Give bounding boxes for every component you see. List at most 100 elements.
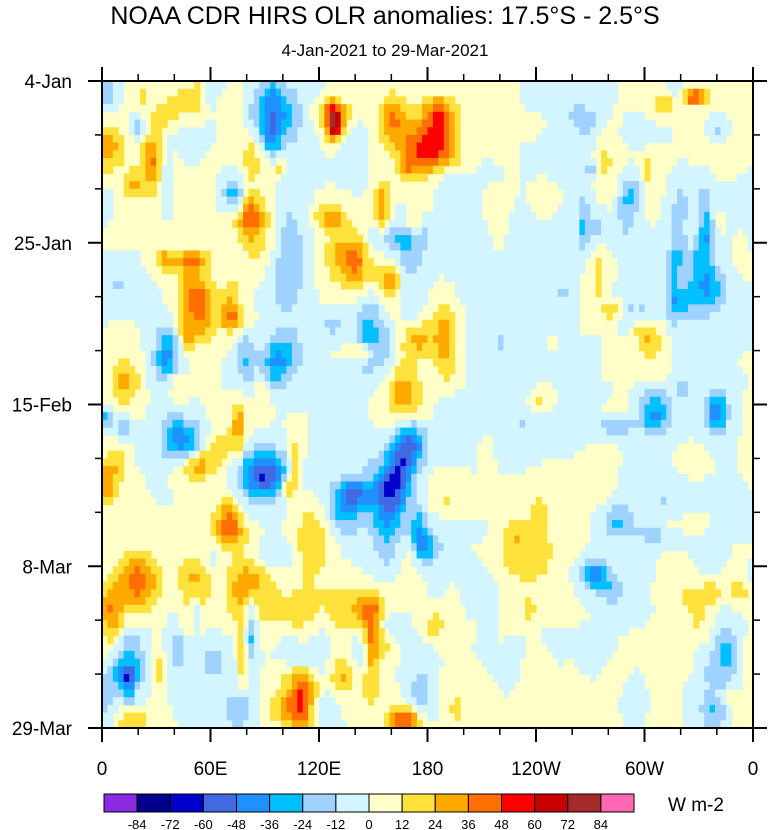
anomaly-cell	[123, 181, 130, 190]
anomaly-cell	[329, 327, 336, 336]
colorbar-tick-label: -48	[227, 817, 246, 830]
anomaly-cell	[118, 142, 125, 151]
anomaly-cell	[248, 704, 260, 714]
anomaly-cell	[324, 250, 336, 259]
anomaly-cell	[362, 335, 380, 344]
anomaly-cell	[107, 635, 114, 644]
anomaly-cell	[671, 273, 678, 282]
anomaly-cell	[405, 473, 412, 483]
anomaly-cell	[161, 188, 174, 198]
anomaly-cell	[671, 419, 705, 429]
anomaly-cell	[595, 258, 602, 267]
anomaly-cell	[243, 373, 255, 382]
anomaly-cell	[302, 235, 315, 244]
anomaly-cell	[579, 196, 586, 205]
anomaly-cell	[253, 196, 266, 205]
anomaly-cell	[167, 158, 174, 167]
anomaly-cell	[139, 342, 157, 352]
anomaly-cell	[557, 396, 608, 406]
anomaly-cell	[286, 111, 293, 121]
anomaly-cell	[394, 258, 401, 267]
anomaly-cell	[677, 319, 753, 329]
anomaly-cell	[199, 597, 206, 606]
anomaly-cell	[655, 96, 673, 105]
anomaly-cell	[297, 335, 358, 344]
anomaly-cell	[671, 204, 689, 213]
anomaly-cell	[736, 666, 743, 675]
anomaly-cell	[389, 612, 412, 621]
anomaly-cell	[340, 496, 347, 506]
anomaly-cell	[356, 265, 363, 275]
anomaly-cell	[275, 196, 315, 205]
anomaly-cell	[167, 650, 174, 660]
anomaly-cell	[150, 119, 168, 128]
anomaly-cell	[709, 242, 716, 252]
anomaly-cell	[660, 211, 673, 221]
anomaly-cell	[291, 342, 304, 352]
anomaly-cell	[449, 134, 456, 144]
anomaly-cell	[329, 119, 336, 128]
anomaly-cell	[666, 327, 753, 336]
anomaly-cell	[215, 504, 222, 513]
anomaly-cell	[432, 204, 483, 213]
anomaly-cell	[275, 281, 304, 290]
anomaly-cell	[698, 219, 705, 228]
anomaly-cell	[715, 643, 722, 652]
anomaly-cell	[275, 242, 282, 252]
anomaly-cell	[503, 550, 553, 560]
anomaly-cell	[416, 142, 445, 151]
anomaly-cell	[617, 211, 635, 221]
anomaly-cell	[237, 181, 244, 190]
anomaly-cell	[291, 473, 298, 483]
anomaly-cell	[400, 658, 445, 667]
anomaly-cell	[373, 612, 380, 621]
anomaly-cell	[704, 527, 753, 537]
anomaly-cell	[682, 681, 711, 691]
anomaly-cell	[205, 627, 222, 637]
anomaly-cell	[422, 219, 488, 228]
anomaly-cell	[362, 635, 369, 644]
anomaly-cell	[427, 527, 434, 537]
anomaly-cell	[139, 466, 174, 475]
anomaly-cell	[167, 96, 201, 105]
colorbar-unit-label: W m-2	[668, 795, 724, 816]
anomaly-cell	[378, 134, 391, 144]
anomaly-cell	[340, 319, 358, 329]
anomaly-cell	[161, 165, 174, 175]
anomaly-cell	[237, 196, 244, 205]
anomaly-cell	[134, 119, 141, 128]
anomaly-cell	[411, 435, 418, 444]
anomaly-cell	[102, 196, 114, 205]
y-tick-label: 29-Mar	[12, 719, 73, 740]
anomaly-cell	[373, 242, 391, 252]
anomaly-cell	[281, 304, 293, 313]
anomaly-cell	[107, 604, 114, 614]
anomaly-cell	[367, 342, 391, 352]
anomaly-cell	[584, 543, 732, 552]
anomaly-cell	[595, 504, 613, 513]
anomaly-cell	[725, 227, 738, 236]
anomaly-cell	[405, 150, 418, 159]
anomaly-cell	[264, 111, 271, 121]
anomaly-cell	[172, 342, 179, 352]
anomaly-cell	[622, 196, 635, 205]
anomaly-cell	[221, 535, 239, 544]
anomaly-cell	[253, 643, 260, 652]
anomaly-cell	[693, 612, 705, 621]
anomaly-cell	[226, 427, 233, 436]
anomaly-cell	[259, 612, 315, 621]
anomaly-cell	[308, 674, 315, 683]
anomaly-cell	[286, 704, 298, 714]
anomaly-cell	[237, 335, 244, 344]
anomaly-cell	[335, 504, 342, 513]
anomaly-cell	[639, 412, 646, 421]
anomaly-cell	[687, 604, 705, 614]
anomaly-cell	[416, 342, 423, 352]
anomaly-cell	[736, 658, 743, 667]
anomaly-cell	[302, 265, 315, 275]
anomaly-cell	[666, 312, 711, 321]
anomaly-cell	[156, 250, 163, 259]
anomaly-cell	[677, 389, 689, 398]
anomaly-cell	[335, 535, 374, 544]
anomaly-cell	[725, 296, 753, 305]
